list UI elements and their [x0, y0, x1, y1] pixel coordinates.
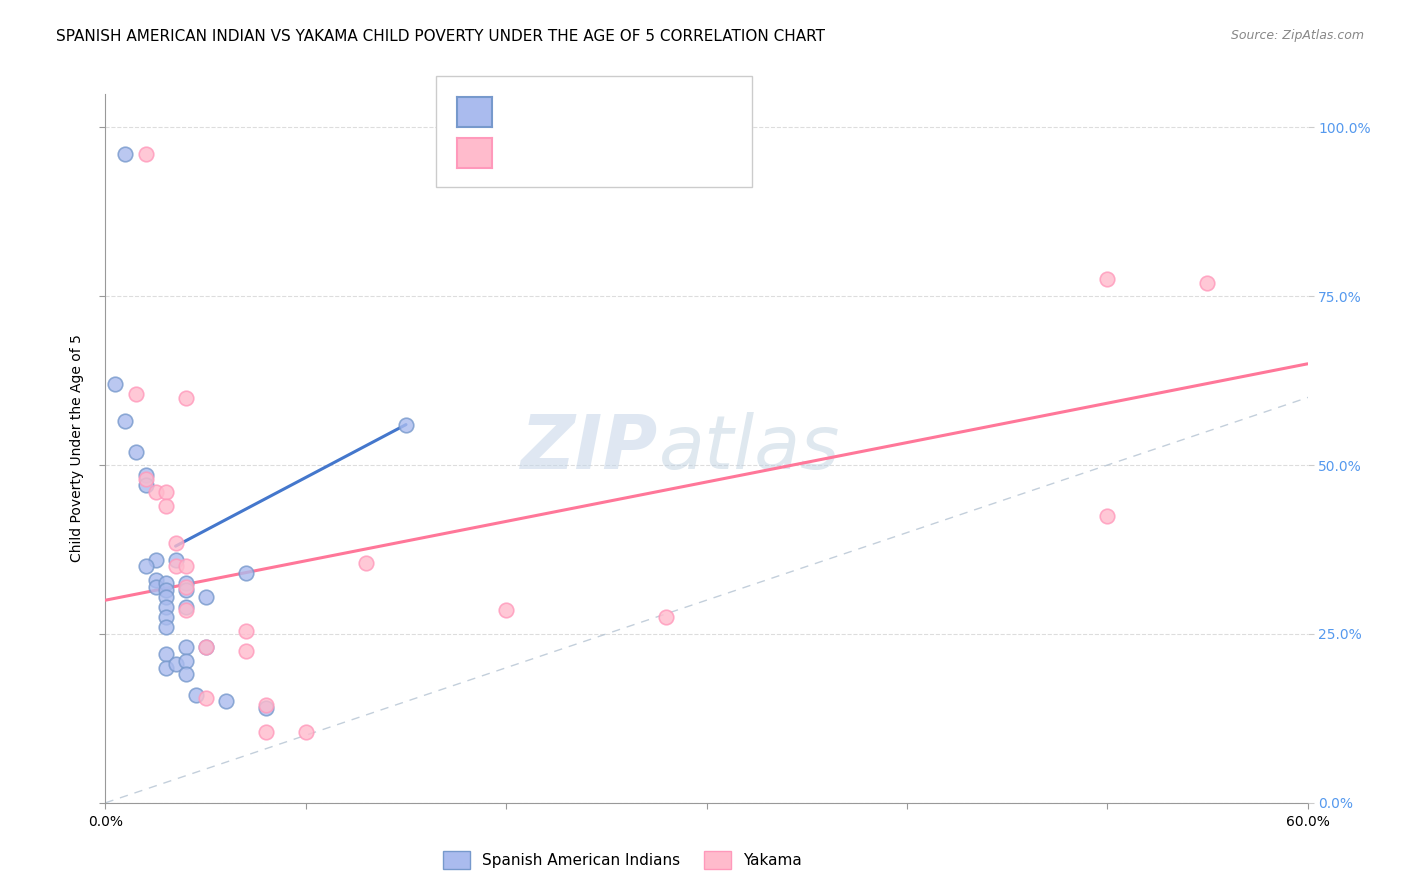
- Point: [194, 640, 217, 655]
- Y-axis label: Child Poverty Under the Age of 5: Child Poverty Under the Age of 5: [70, 334, 84, 562]
- Point: [135, 478, 157, 492]
- Text: N =: N =: [585, 101, 633, 119]
- Point: [155, 610, 177, 624]
- Point: [174, 667, 197, 681]
- Point: [174, 391, 197, 405]
- Point: [194, 640, 217, 655]
- Legend: Spanish American Indians, Yakama: Spanish American Indians, Yakama: [434, 844, 810, 877]
- Point: [194, 590, 217, 604]
- Point: [174, 654, 197, 668]
- Text: 0.288: 0.288: [541, 143, 593, 161]
- Point: [165, 657, 187, 672]
- Point: [1097, 272, 1119, 286]
- Point: [174, 576, 197, 591]
- Point: [1097, 508, 1119, 523]
- Point: [655, 610, 678, 624]
- Point: [155, 590, 177, 604]
- Point: [124, 444, 146, 458]
- Point: [254, 724, 277, 739]
- Point: [155, 599, 177, 614]
- Point: [155, 620, 177, 634]
- Point: [174, 640, 197, 655]
- Text: Source: ZipAtlas.com: Source: ZipAtlas.com: [1230, 29, 1364, 42]
- Point: [104, 377, 127, 392]
- Text: SPANISH AMERICAN INDIAN VS YAKAMA CHILD POVERTY UNDER THE AGE OF 5 CORRELATION C: SPANISH AMERICAN INDIAN VS YAKAMA CHILD …: [56, 29, 825, 44]
- Point: [155, 576, 177, 591]
- Point: [135, 468, 157, 483]
- Text: 0.268: 0.268: [541, 101, 593, 119]
- Point: [155, 485, 177, 500]
- Point: [235, 566, 257, 581]
- Text: ZIP: ZIP: [522, 412, 658, 484]
- Point: [174, 580, 197, 594]
- Text: 25: 25: [630, 143, 652, 161]
- Point: [174, 603, 197, 617]
- Point: [114, 147, 136, 161]
- Point: [145, 573, 167, 587]
- Point: [295, 724, 318, 739]
- Text: 33: 33: [630, 101, 654, 119]
- Point: [174, 599, 197, 614]
- Point: [135, 472, 157, 486]
- Point: [155, 583, 177, 598]
- Point: [145, 552, 167, 566]
- Point: [124, 387, 146, 401]
- Point: [165, 535, 187, 549]
- Text: atlas: atlas: [658, 412, 839, 484]
- Text: R =: R =: [503, 143, 540, 161]
- Point: [174, 583, 197, 598]
- Point: [114, 414, 136, 428]
- Point: [495, 603, 517, 617]
- Point: [174, 559, 197, 574]
- Point: [155, 647, 177, 661]
- Point: [165, 552, 187, 566]
- Point: [155, 499, 177, 513]
- Point: [235, 644, 257, 658]
- Text: N =: N =: [585, 143, 633, 161]
- Point: [1197, 276, 1219, 290]
- Point: [194, 691, 217, 706]
- Point: [395, 417, 418, 432]
- Point: [254, 698, 277, 712]
- Point: [145, 485, 167, 500]
- Point: [155, 661, 177, 675]
- Point: [135, 147, 157, 161]
- Point: [254, 701, 277, 715]
- Point: [145, 580, 167, 594]
- Point: [165, 559, 187, 574]
- Point: [235, 624, 257, 638]
- Point: [214, 694, 236, 708]
- Point: [184, 688, 207, 702]
- Text: R =: R =: [503, 101, 540, 119]
- Point: [135, 559, 157, 574]
- Point: [354, 556, 377, 570]
